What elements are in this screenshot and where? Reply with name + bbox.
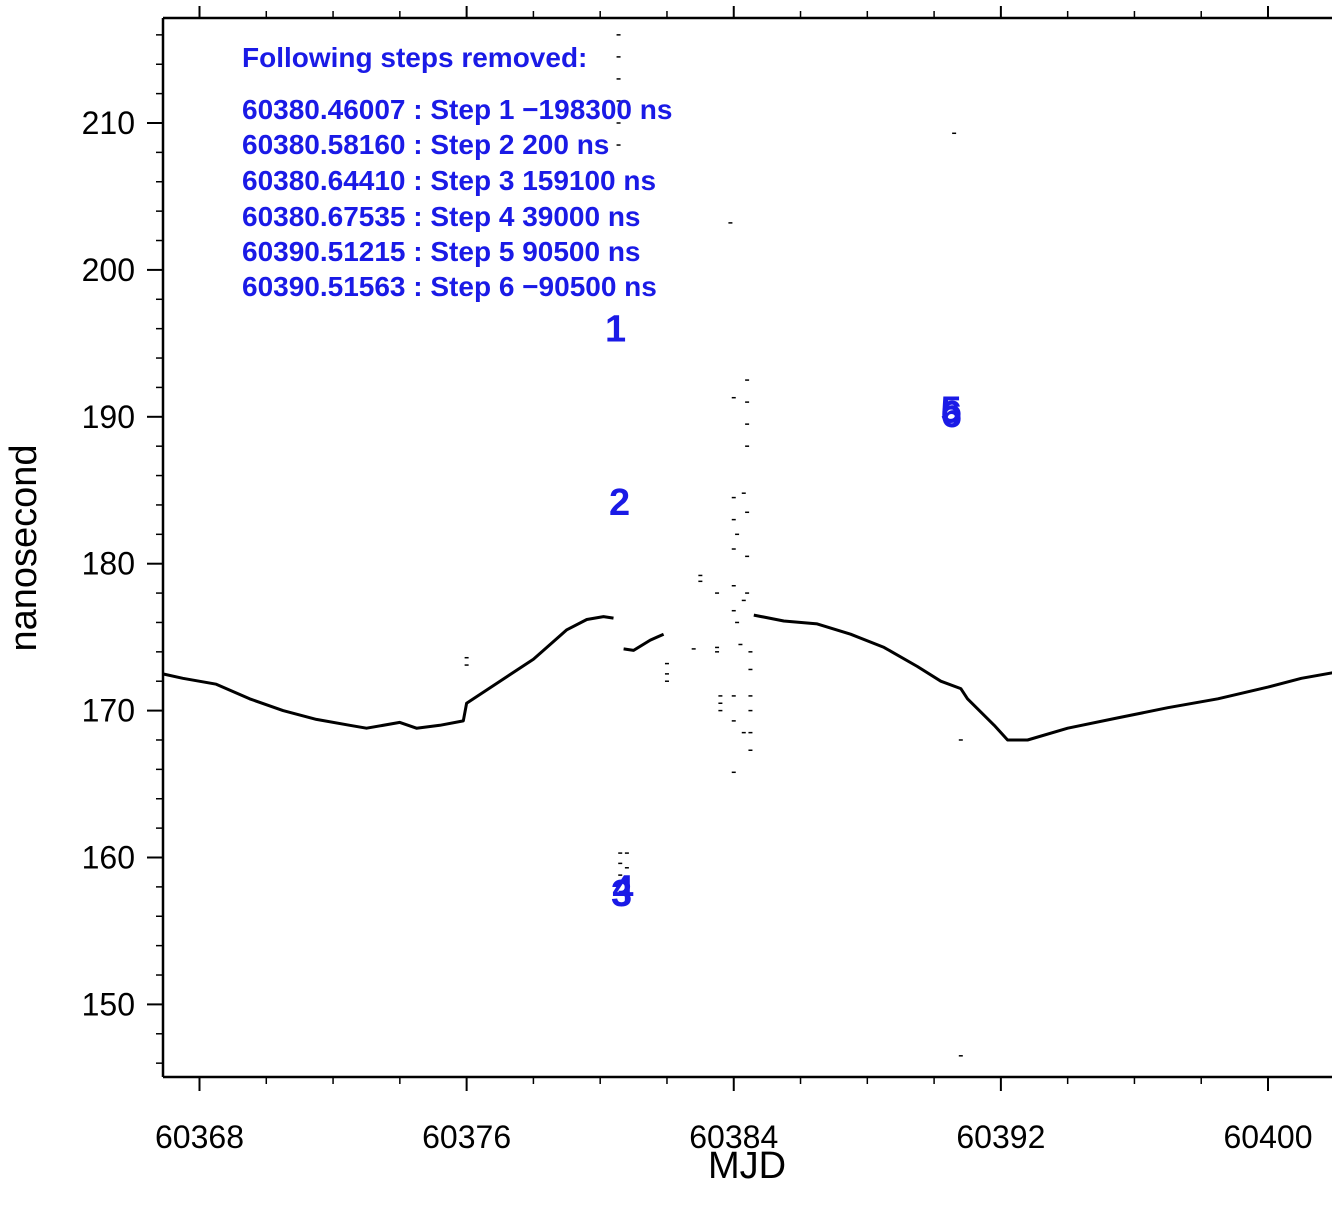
y-tick-label: 190 (82, 399, 135, 435)
y-tick-label: 150 (82, 986, 135, 1022)
series-line (623, 632, 665, 652)
x-tick-label: 60400 (1224, 1119, 1313, 1155)
plot-frame (161, 16, 1332, 1079)
step-marker-3: 3 (611, 873, 632, 915)
series-line (162, 615, 614, 730)
axis-ticks: 60368 60376 60384 60392 60400 150 160 170 180 190… (82, 6, 1313, 1155)
outlier-points (464, 34, 963, 1057)
series-line (753, 613, 1332, 742)
x-tick-label: 60368 (155, 1119, 244, 1155)
annotation-line: 60380.46007 : Step 1 −198300 ns (242, 94, 672, 125)
step-marker-1: 1 (605, 309, 626, 351)
y-tick-label: 160 (82, 840, 135, 876)
plot-area (163, 18, 1332, 1077)
y-axis-title: nanosecond (3, 444, 45, 651)
series-layer (162, 613, 1332, 742)
annotation-heading: Following steps removed: (242, 42, 587, 73)
annotation-line: 60380.64410 : Step 3 159100 ns (242, 165, 656, 196)
y-tick-label: 170 (82, 693, 135, 729)
y-tick-label: 200 (82, 252, 135, 288)
step-marker-6: 6 (941, 394, 962, 436)
annotation-line: 60390.51563 : Step 6 −90500 ns (242, 271, 657, 302)
x-tick-label: 60392 (956, 1119, 1045, 1155)
step-marker-5: 5 (941, 389, 962, 431)
x-axis-title: MJD (708, 1145, 786, 1187)
step-marker-2: 2 (609, 482, 630, 524)
y-tick-label: 180 (82, 546, 135, 582)
step-marker-4: 4 (612, 868, 633, 910)
annotation-line: 60380.67535 : Step 4 39000 ns (242, 201, 641, 232)
annotation-line: 60390.51215 : Step 5 90500 ns (242, 236, 641, 267)
annotation-line: 60380.58160 : Step 2 200 ns (242, 129, 609, 160)
x-tick-label: 60384 (689, 1119, 778, 1155)
steps-removed-annotation: Following steps removed: 60380.46007 : St… (242, 42, 672, 302)
y-tick-label: 210 (82, 105, 135, 141)
x-tick-label: 60376 (422, 1119, 511, 1155)
